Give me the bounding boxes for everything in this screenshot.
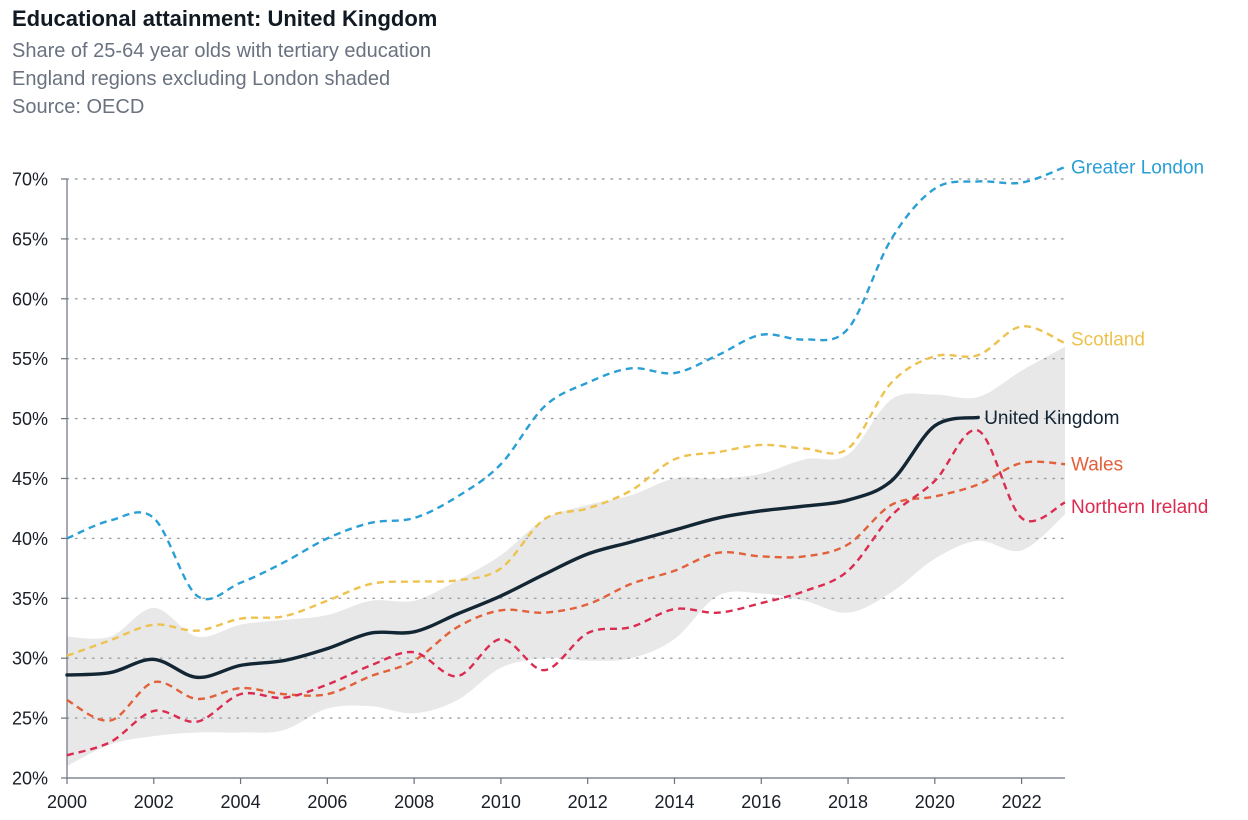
x-tick-label: 2010 [481, 792, 521, 812]
y-tick-label: 55% [12, 349, 48, 369]
axes: 20% 25% 30% 35% 40% 45% 50% 55% 60% 65% 70% 2000 200… [12, 170, 1065, 812]
y-tick-label: 25% [12, 709, 48, 729]
series-line-northern-ireland [66, 429, 1066, 757]
y-tick-label: 45% [12, 469, 48, 489]
y-tick-label: 70% [12, 170, 48, 190]
y-tick-label: 50% [12, 409, 48, 429]
x-tick-label: 2022 [1002, 792, 1042, 812]
series-labels: Greater London Scotland United Kingdom Wale… [984, 158, 1208, 518]
x-tick-label: 2006 [307, 792, 347, 812]
series-line-united-kingdom [65, 415, 980, 680]
y-tick-label: 35% [12, 589, 48, 609]
england-regions-band [67, 346, 1065, 767]
y-tick-label: 20% [12, 769, 48, 789]
x-tick-label: 2004 [221, 792, 261, 812]
x-tick-label: 2008 [394, 792, 434, 812]
x-tick-label: 2014 [654, 792, 694, 812]
series-line-scotland [66, 325, 1066, 657]
series-label-united-kingdom: United Kingdom [984, 408, 1119, 429]
x-tick-label: 2020 [915, 792, 955, 812]
series-line-wales [66, 460, 1066, 722]
england-regions-band-layer [67, 346, 1065, 767]
chart-subtitle-line-3: Source: OECD [12, 96, 145, 118]
x-tick-label: 2000 [47, 792, 87, 812]
y-tick-label: 60% [12, 289, 48, 309]
y-tick-label: 65% [12, 229, 48, 249]
x-tick-label: 2002 [134, 792, 174, 812]
chart-subtitle-line-2: England regions excluding London shaded [12, 68, 391, 90]
series-line-greater-london [66, 165, 1066, 601]
chart-subtitle-line-1: Share of 25-64 year olds with tertiary e… [12, 40, 432, 62]
series-label-scotland: Scotland [1071, 330, 1145, 351]
series-label-greater-london: Greater London [1071, 158, 1204, 179]
x-tick-label: 2016 [741, 792, 781, 812]
y-tick-label: 40% [12, 529, 48, 549]
series-lines [65, 165, 1066, 757]
x-tick-label: 2012 [568, 792, 608, 812]
chart-title: Educational attainment: United Kingdom [12, 6, 438, 31]
y-tick-label: 30% [12, 649, 48, 669]
series-label-northern-ireland: Northern Ireland [1071, 497, 1208, 518]
series-label-wales: Wales [1071, 455, 1123, 476]
x-tick-label: 2018 [828, 792, 868, 812]
